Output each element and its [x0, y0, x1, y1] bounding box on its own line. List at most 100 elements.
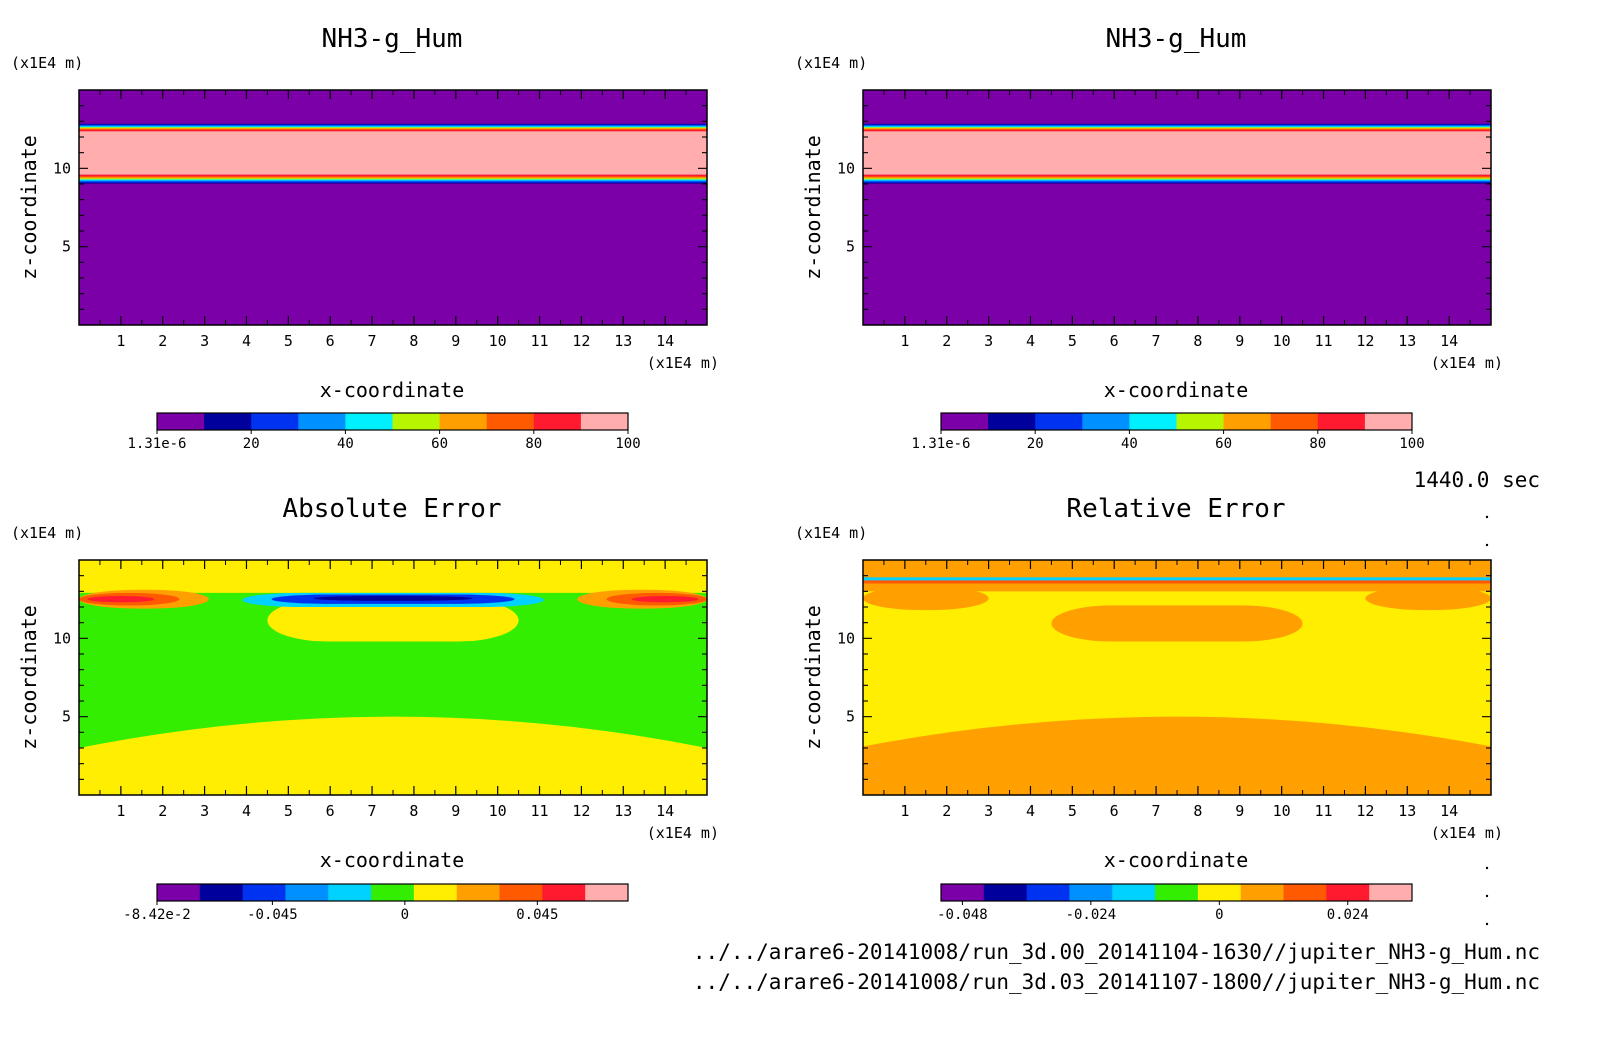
- colorbar-swatch: [392, 413, 441, 430]
- edge-dot: [1485, 894, 1489, 898]
- y-tick-label: 5: [62, 708, 71, 726]
- x-tick-label: 7: [1152, 332, 1161, 350]
- colorbar-frame: [156, 412, 629, 431]
- colorbar-swatch: [1326, 884, 1370, 901]
- x-tick-label: 4: [1026, 802, 1035, 820]
- plot-area: [863, 90, 1491, 325]
- edge-dot: [1485, 543, 1489, 547]
- field-gradient-stripe: [863, 181, 1491, 184]
- colorbar-swatch: [1026, 884, 1070, 901]
- x-tick-label: 14: [1440, 802, 1458, 820]
- colorbar-label: 20: [1027, 436, 1044, 452]
- plot-area: [79, 90, 707, 325]
- colorbar-swatch: [345, 413, 393, 430]
- field-gradient-stripe: [79, 180, 707, 183]
- field-region: [863, 569, 1491, 578]
- colorbar: 1.31e-6 20 40 60 80 100: [911, 412, 1425, 452]
- field-gradient-stripe: [79, 181, 707, 184]
- edge-dot: [1485, 515, 1489, 519]
- field-gradient-stripe: [79, 178, 707, 181]
- colorbar-label: 60: [431, 436, 448, 452]
- x-unit-label: (x1E4 m): [647, 354, 719, 372]
- field-gradient-stripe: [863, 126, 1491, 128]
- x-tick-label: 3: [200, 802, 209, 820]
- colorbar-label: 100: [615, 436, 640, 452]
- colorbar-frame: [940, 412, 1413, 431]
- y-tick-label: 10: [53, 629, 71, 647]
- x-tick-label: 6: [1110, 802, 1119, 820]
- field-gradient-stripe: [79, 128, 707, 131]
- panel-title: NH3-g_Hum: [1106, 24, 1247, 54]
- colorbar-label: 1.31e-6: [911, 436, 970, 452]
- x-tick-label: 10: [1273, 332, 1291, 350]
- colorbar: -8.42e-2 -0.045 0 0.045: [123, 883, 629, 923]
- field-gradient-stripe: [863, 128, 1491, 130]
- x-tick-label: 13: [614, 802, 632, 820]
- y-tick-label: 5: [846, 708, 855, 726]
- y-axis-label: z-coordinate: [801, 135, 825, 280]
- x-tick-label: 13: [1398, 332, 1416, 350]
- x-tick-label: 12: [572, 332, 590, 350]
- x-tick-label: 13: [614, 332, 632, 350]
- colorbar-swatch: [486, 413, 535, 430]
- x-tick-label: 1: [116, 332, 125, 350]
- colorbar-swatch: [585, 884, 629, 901]
- colorbar-swatch: [1112, 884, 1156, 901]
- x-tick-label: 11: [1315, 802, 1333, 820]
- colorbar-swatch: [439, 413, 488, 430]
- colorbar-swatch: [251, 413, 299, 430]
- field-gradient-stripe: [863, 175, 1491, 178]
- colorbar-swatch: [941, 413, 989, 430]
- x-tick-label: 8: [1193, 332, 1202, 350]
- colorbar-label: 40: [1121, 436, 1138, 452]
- y-unit-label: (x1E4 m): [11, 524, 83, 542]
- colorbar-swatch: [1129, 413, 1177, 430]
- field-gradient-stripe: [863, 129, 1491, 132]
- colorbar-swatch: [988, 413, 1036, 430]
- field-region: [863, 586, 989, 611]
- colorbar-swatch: [499, 884, 543, 901]
- x-tick-label: 11: [531, 332, 549, 350]
- panel-1: NH3-g_Hum(x1E4 m)1 2 3 4 5 6 7 8 9 10 11 12 13 14510(…: [11, 24, 719, 452]
- colorbar-swatch: [157, 884, 201, 901]
- x-tick-label: 11: [531, 802, 549, 820]
- x-tick-label: 7: [368, 332, 377, 350]
- colorbar-label: 80: [1309, 436, 1326, 452]
- field-gradient-stripe: [863, 122, 1491, 125]
- field-gradient-stripe: [863, 127, 1491, 129]
- colorbar-swatch: [1035, 413, 1083, 430]
- x-tick-label: 2: [942, 802, 951, 820]
- x-tick-label: 12: [1356, 802, 1374, 820]
- x-tick-label: 14: [656, 332, 674, 350]
- field-region: [631, 596, 699, 603]
- x-axis-label: x-coordinate: [320, 378, 465, 402]
- x-tick-label: 2: [158, 332, 167, 350]
- x-tick-label: 1: [900, 802, 909, 820]
- field-gradient-stripe: [79, 125, 707, 127]
- x-tick-label: 6: [1110, 332, 1119, 350]
- field-gradient-stripe: [863, 174, 1491, 177]
- colorbar-label: 80: [525, 436, 542, 452]
- field-region: [863, 577, 1491, 581]
- x-tick-label: 5: [284, 332, 293, 350]
- x-axis-label: x-coordinate: [320, 848, 465, 872]
- colorbar-label: 60: [1215, 436, 1232, 452]
- colorbar-swatch: [542, 884, 586, 901]
- field-region: [313, 596, 473, 601]
- panel-title: NH3-g_Hum: [322, 24, 463, 54]
- x-tick-label: 10: [489, 332, 507, 350]
- x-tick-label: 3: [200, 332, 209, 350]
- colorbar-label: 40: [337, 436, 354, 452]
- y-axis-label: z-coordinate: [17, 135, 41, 280]
- x-tick-label: 9: [1235, 802, 1244, 820]
- field-gradient-stripe: [79, 129, 707, 132]
- x-tick-label: 5: [284, 802, 293, 820]
- field-gradient-stripe: [79, 182, 707, 185]
- field-gradient-stripe: [863, 124, 1491, 127]
- y-unit-label: (x1E4 m): [11, 54, 83, 72]
- panel-3: Absolute Error(x1E4 m)1 2 3 4 5 6 7 8 9 10 11 12 13 1…: [11, 494, 719, 923]
- x-tick-label: 6: [326, 802, 335, 820]
- panel-2: NH3-g_Hum(x1E4 m)1 2 3 4 5 6 7 8 9 10 11 12 13 14510(…: [795, 24, 1503, 452]
- panel-title: Relative Error: [1066, 494, 1285, 524]
- field-gradient-stripe: [79, 127, 707, 129]
